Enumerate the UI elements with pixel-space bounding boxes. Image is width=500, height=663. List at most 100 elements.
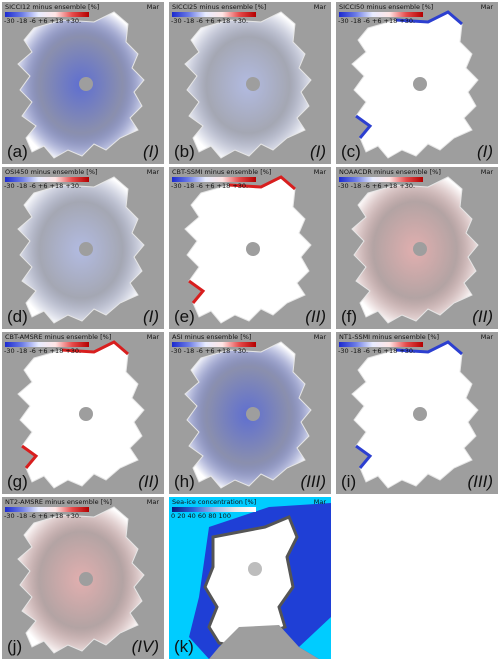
colorbar-ticks: -30 -18 -6 +6 +18 +30. <box>4 347 82 355</box>
ice-edge-anomaly <box>61 340 129 356</box>
ice-edge-anomaly <box>355 114 373 139</box>
panel-class: (II) <box>305 307 326 326</box>
colorbar-ticks: -30 -18 -6 +6 +18 +30. <box>338 347 416 355</box>
sea-ice-map <box>184 175 312 324</box>
panel-class: (IV) <box>131 637 159 656</box>
map-panel: NT2-AMSRE minus ensemble [%] Mar -30 -18 -… <box>2 497 164 659</box>
pole-hole <box>413 407 427 421</box>
panel-month: Mar <box>313 168 326 176</box>
colorbar <box>172 12 256 17</box>
map-panel: SICCI25 minus ensemble [%] Mar -30 -18 -6 … <box>169 2 331 164</box>
pole-hole <box>413 77 427 91</box>
panel-class: (III) <box>300 472 327 491</box>
pole-hole <box>413 242 427 256</box>
panel-label: (i) <box>341 472 357 491</box>
sea-ice-map <box>17 506 145 654</box>
panel-month: Mar <box>480 3 493 11</box>
sea-ice-map <box>351 340 479 489</box>
panel-month: Mar <box>313 333 326 341</box>
colorbar-ticks: -30 -18 -6 +6 +18 +30. <box>171 17 249 25</box>
panel-title: NT1-SSMI minus ensemble [%] <box>339 333 440 341</box>
panel-label: (d) <box>7 307 28 326</box>
panel-class: (I) <box>476 142 493 161</box>
sea-ice-map <box>351 10 479 159</box>
colorbar-ticks: 0 20 40 60 80 100 <box>171 512 231 520</box>
pole-hole <box>246 77 260 91</box>
panel-title: ASI minus ensemble [%] <box>172 333 252 341</box>
map-panel: NOAACDR minus ensemble [%] Mar -30 -18 -6 … <box>336 167 498 329</box>
map-panel: NT1-SSMI minus ensemble [%] Mar -30 -18 -6… <box>336 332 498 494</box>
colorbar <box>5 12 89 17</box>
colorbar <box>5 507 89 512</box>
panel-month: Mar <box>313 498 326 506</box>
panel-month: Mar <box>480 333 493 341</box>
panel-title: SICCI12 minus ensemble [%] <box>5 3 100 11</box>
colorbar <box>339 342 423 347</box>
panel-class: (II) <box>472 307 493 326</box>
panel-month: Mar <box>146 168 159 176</box>
pole-hole <box>248 562 262 576</box>
colorbar-ticks: -30 -18 -6 +6 +18 +30. <box>338 182 416 190</box>
panel-title: CBT-SSMI minus ensemble [%] <box>172 168 272 176</box>
pole-hole <box>246 242 260 256</box>
panel-label: (j) <box>7 637 23 656</box>
ice-edge-anomaly <box>395 10 463 26</box>
panel-title: SICCI50 minus ensemble [%] <box>339 3 434 11</box>
panel-label: (k) <box>174 637 194 656</box>
panel-month: Mar <box>313 3 326 11</box>
panel-class: (I) <box>142 142 159 161</box>
panel-class: (II) <box>138 472 159 491</box>
colorbar <box>172 342 256 347</box>
ice-edge-anomaly <box>355 444 373 469</box>
pole-hole <box>79 77 93 91</box>
panel-title: OSI450 minus ensemble [%] <box>5 168 98 176</box>
panel-class: (I) <box>309 142 326 161</box>
panel-label: (c) <box>341 142 361 161</box>
panel-class: (I) <box>142 307 159 326</box>
colorbar-ticks: -30 -18 -6 +6 +18 +30. <box>4 512 82 520</box>
colorbar-ticks: -30 -18 -6 +6 +18 +30. <box>338 17 416 25</box>
panel-label: (a) <box>7 142 28 161</box>
sea-ice-map <box>17 340 145 489</box>
colorbar-ticks: -30 -18 -6 +6 +18 +30. <box>171 347 249 355</box>
colorbar <box>339 177 423 182</box>
sea-ice-map <box>184 341 312 489</box>
colorbar <box>339 12 423 17</box>
panel-month: Mar <box>146 498 159 506</box>
panel-label: (b) <box>174 142 195 161</box>
map-panel: Sea-ice concentration [%] Mar 0 20 40 60 8… <box>169 497 331 659</box>
ice-edge-anomaly <box>228 175 296 191</box>
map-panel: SICCI50 minus ensemble [%] Mar -30 -18 -6 … <box>336 2 498 164</box>
sea-ice-map <box>17 11 145 159</box>
colorbar-ticks: -30 -18 -6 +6 +18 +30. <box>4 17 82 25</box>
panel-month: Mar <box>146 3 159 11</box>
panel-label: (f) <box>341 307 358 326</box>
land-area <box>209 625 319 659</box>
panel-title: Sea-ice concentration [%] <box>172 498 257 506</box>
map-panel: SICCI12 minus ensemble [%] Mar -30 -18 -6 … <box>2 2 164 164</box>
pole-hole <box>79 572 93 586</box>
panel-month: Mar <box>146 333 159 341</box>
colorbar-ticks: -30 -18 -6 +6 +18 +30. <box>4 182 82 190</box>
panel-label: (h) <box>174 472 195 491</box>
panel-title: CBT-AMSRE minus ensemble [%] <box>5 333 112 341</box>
panel-title: NT2-AMSRE minus ensemble [%] <box>5 498 112 506</box>
colorbar <box>172 507 256 512</box>
pole-hole <box>79 407 93 421</box>
map-panel: CBT-AMSRE minus ensemble [%] Mar -30 -18 -… <box>2 332 164 494</box>
panel-label: (e) <box>174 307 195 326</box>
ice-edge-anomaly <box>395 340 463 356</box>
sea-ice-map <box>184 11 312 159</box>
panel-month: Mar <box>480 168 493 176</box>
map-panel: ASI minus ensemble [%] Mar -30 -18 -6 +6 +… <box>169 332 331 494</box>
colorbar <box>5 177 89 182</box>
colorbar-ticks: -30 -18 -6 +6 +18 +30. <box>171 182 249 190</box>
panel-label: (g) <box>7 472 28 491</box>
sea-ice-map <box>17 176 145 324</box>
panel-title: SICCI25 minus ensemble [%] <box>172 3 267 11</box>
panel-title: NOAACDR minus ensemble [%] <box>339 168 441 176</box>
pole-hole <box>246 407 260 421</box>
ice-edge-anomaly <box>188 279 206 304</box>
map-panel: OSI450 minus ensemble [%] Mar -30 -18 -6 +… <box>2 167 164 329</box>
colorbar <box>172 177 256 182</box>
